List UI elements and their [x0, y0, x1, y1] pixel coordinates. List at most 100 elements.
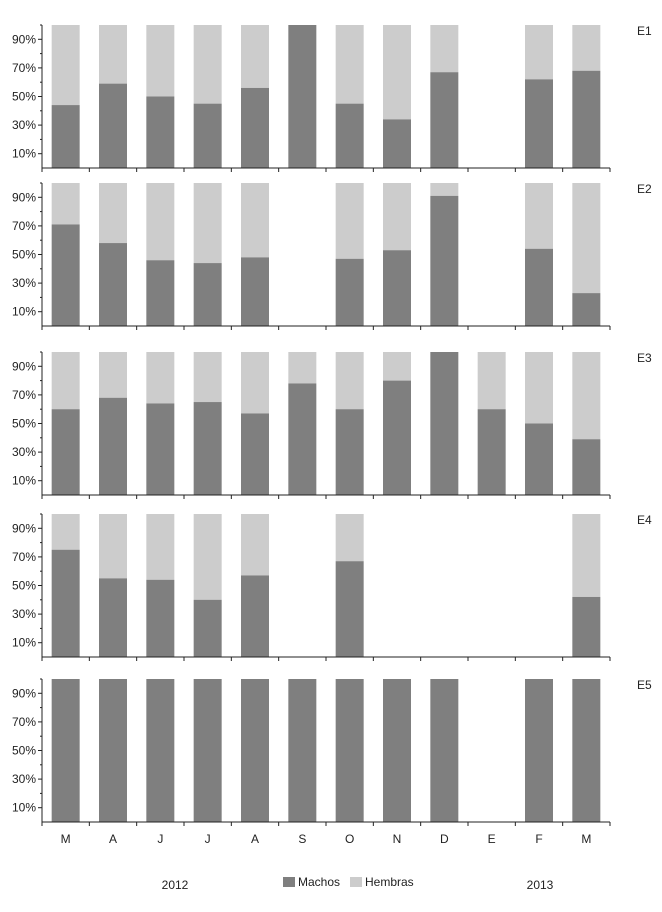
- bar-machos-e5-5: [288, 679, 317, 822]
- month-label-8: D: [440, 832, 449, 846]
- bar-machos-e3-9: [477, 409, 506, 495]
- bar-machos-e2-3: [193, 263, 222, 326]
- bar-machos-e5-11: [572, 679, 601, 822]
- month-label-5: S: [298, 832, 306, 846]
- bar-hembras-e2-1: [99, 183, 127, 244]
- bar-machos-e3-11: [572, 439, 601, 495]
- bar-hembras-e2-0: [51, 183, 80, 225]
- y-tick-label-e3-1: 30%: [12, 445, 36, 459]
- bar-machos-e1-1: [99, 83, 127, 168]
- bar-hembras-e1-1: [99, 25, 127, 84]
- bar-hembras-e3-10: [525, 352, 553, 424]
- year-label-2012: 2012: [162, 878, 189, 892]
- bar-machos-e2-0: [51, 224, 80, 326]
- bar-machos-e1-8: [430, 72, 459, 168]
- bar-machos-e1-0: [51, 105, 80, 168]
- bar-hembras-e4-11: [572, 514, 601, 597]
- bar-machos-e1-2: [146, 96, 175, 168]
- bar-machos-e3-3: [193, 402, 222, 495]
- bar-hembras-e2-11: [572, 183, 601, 294]
- bar-hembras-e3-11: [572, 352, 601, 440]
- month-label-1: A: [109, 832, 117, 846]
- bar-machos-e4-0: [51, 549, 80, 657]
- bar-machos-e1-7: [383, 119, 411, 168]
- bar-hembras-e2-3: [193, 183, 222, 264]
- bar-machos-e3-1: [99, 397, 127, 495]
- bar-machos-e2-11: [572, 293, 601, 326]
- bar-hembras-e3-4: [241, 352, 269, 414]
- y-tick-label-e1-4: 90%: [12, 32, 36, 46]
- bar-hembras-e3-6: [335, 352, 364, 410]
- month-label-4: A: [251, 832, 259, 846]
- bar-machos-e4-4: [241, 575, 269, 657]
- y-tick-label-e1-0: 10%: [12, 147, 36, 161]
- y-tick-label-e2-3: 70%: [12, 219, 36, 233]
- y-tick-label-e4-4: 90%: [12, 521, 36, 535]
- y-tick-label-e3-2: 50%: [12, 417, 36, 431]
- bar-machos-e3-0: [51, 409, 80, 495]
- bar-hembras-e3-3: [193, 352, 222, 403]
- bar-machos-e2-2: [146, 260, 175, 326]
- bar-hembras-e1-10: [525, 25, 553, 80]
- y-tick-label-e5-2: 50%: [12, 744, 36, 758]
- bar-machos-e5-1: [99, 679, 127, 822]
- bar-hembras-e4-3: [193, 514, 222, 600]
- panel-label-e2: E2: [637, 182, 652, 196]
- y-tick-label-e2-0: 10%: [12, 305, 36, 319]
- bar-hembras-e1-0: [51, 25, 80, 106]
- bar-hembras-e1-2: [146, 25, 175, 97]
- legend-swatch-hembras: [350, 877, 362, 887]
- bar-machos-e4-3: [193, 599, 222, 657]
- panel-label-e3: E3: [637, 351, 652, 365]
- bar-hembras-e4-2: [146, 514, 175, 580]
- bar-hembras-e3-0: [51, 352, 80, 410]
- bar-hembras-e1-4: [241, 25, 269, 88]
- month-label-3: J: [205, 832, 211, 846]
- month-label-7: N: [393, 832, 402, 846]
- bar-machos-e5-6: [335, 679, 364, 822]
- bar-machos-e3-8: [430, 352, 459, 495]
- bar-hembras-e4-1: [99, 514, 127, 579]
- bar-machos-e2-4: [241, 257, 269, 326]
- y-tick-label-e1-1: 30%: [12, 118, 36, 132]
- bar-hembras-e2-4: [241, 183, 269, 258]
- bar-machos-e1-11: [572, 70, 601, 168]
- bar-hembras-e4-0: [51, 514, 80, 550]
- y-tick-label-e4-3: 70%: [12, 550, 36, 564]
- y-tick-label-e3-4: 90%: [12, 359, 36, 373]
- bar-hembras-e4-4: [241, 514, 269, 576]
- bar-machos-e5-3: [193, 679, 222, 822]
- bar-hembras-e3-9: [477, 352, 506, 410]
- bar-machos-e3-5: [288, 383, 317, 495]
- y-tick-label-e1-3: 70%: [12, 61, 36, 75]
- bar-hembras-e2-8: [430, 183, 459, 196]
- bar-hembras-e3-7: [383, 352, 411, 381]
- bar-machos-e4-6: [335, 561, 364, 657]
- bar-machos-e5-8: [430, 679, 459, 822]
- bar-machos-e4-1: [99, 578, 127, 657]
- bar-hembras-e3-2: [146, 352, 175, 404]
- legend-label-hembras: Hembras: [365, 875, 414, 889]
- bar-hembras-e1-3: [193, 25, 222, 104]
- bar-machos-e4-11: [572, 596, 601, 657]
- panel-label-e4: E4: [637, 513, 652, 527]
- bar-hembras-e1-11: [572, 25, 601, 71]
- year-label-2013: 2013: [527, 878, 554, 892]
- panel-label-e1: E1: [637, 24, 652, 38]
- month-label-10: F: [535, 832, 542, 846]
- bar-hembras-e3-5: [288, 352, 317, 384]
- bar-machos-e3-2: [146, 403, 175, 495]
- bar-hembras-e2-6: [335, 183, 364, 259]
- y-tick-label-e5-3: 70%: [12, 715, 36, 729]
- panel-label-e5: E5: [637, 678, 652, 692]
- month-label-2: J: [157, 832, 163, 846]
- bar-hembras-e1-8: [430, 25, 459, 73]
- bar-hembras-e4-6: [335, 514, 364, 562]
- y-tick-label-e3-3: 70%: [12, 388, 36, 402]
- bar-machos-e1-10: [525, 79, 553, 168]
- bar-hembras-e2-7: [383, 183, 411, 251]
- y-tick-label-e1-2: 50%: [12, 90, 36, 104]
- bar-machos-e2-7: [383, 250, 411, 326]
- bar-machos-e5-2: [146, 679, 175, 822]
